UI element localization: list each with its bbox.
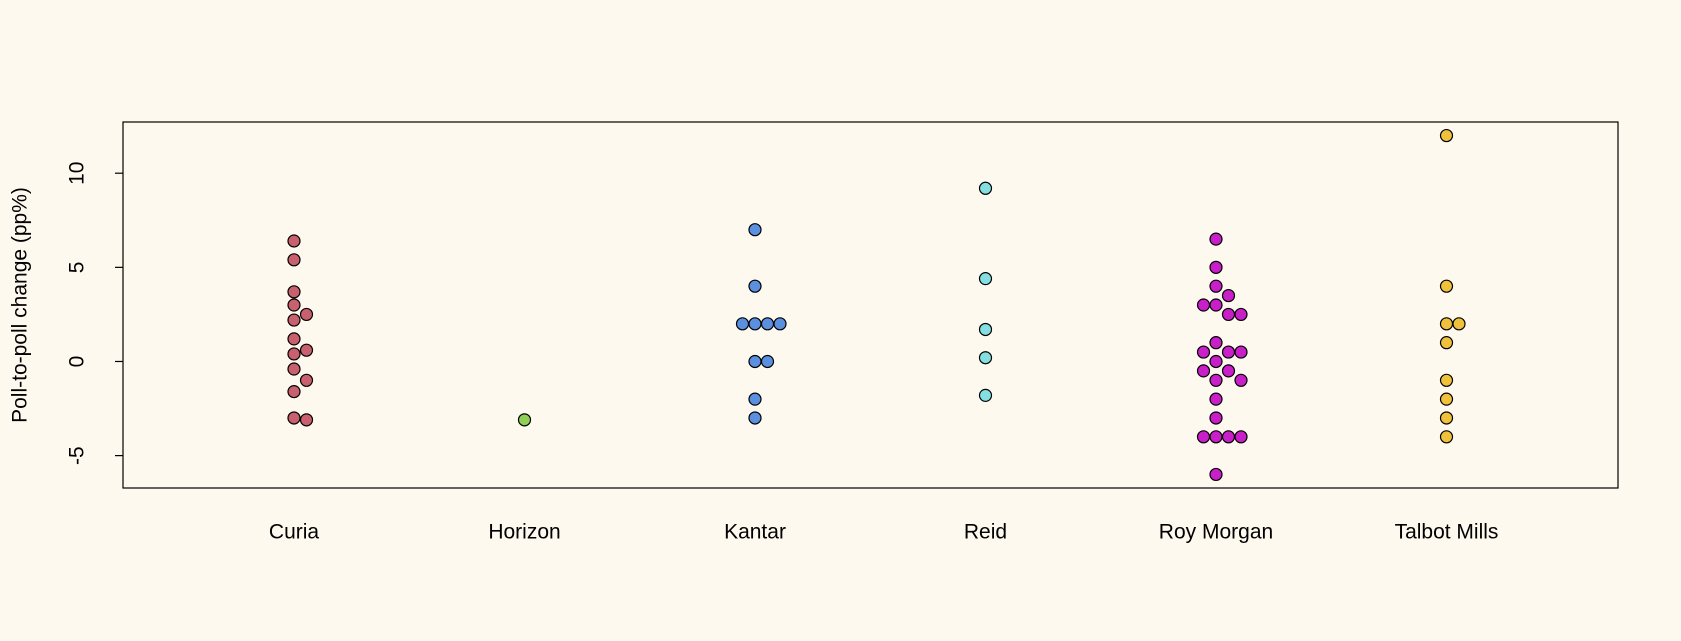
data-point (773, 317, 787, 331)
x-tick-label: Kantar (724, 521, 786, 544)
plot-frame (122, 121, 1619, 489)
data-point (1221, 288, 1236, 303)
data-point (978, 272, 993, 286)
data-point (748, 317, 762, 331)
data-point (978, 181, 993, 195)
data-point (978, 351, 993, 365)
data-point (1209, 411, 1223, 425)
data-point (517, 413, 532, 427)
data-point (1209, 373, 1223, 387)
data-point (1196, 298, 1211, 312)
data-point (1209, 232, 1223, 246)
data-point (287, 332, 301, 346)
data-point (1196, 364, 1211, 378)
data-point (1209, 354, 1223, 369)
data-point (287, 234, 301, 248)
x-tick-label: Talbot Mills (1395, 521, 1499, 544)
data-point (1196, 345, 1211, 359)
data-point (1439, 392, 1454, 406)
data-point (1221, 307, 1236, 322)
data-point (760, 354, 775, 369)
data-point (748, 223, 762, 237)
data-point (748, 354, 762, 369)
y-axis-label: Poll-to-poll change (pp%) (9, 187, 32, 423)
data-point (287, 285, 301, 299)
data-point (748, 392, 762, 406)
data-point (1452, 317, 1466, 331)
data-point (1221, 364, 1236, 378)
data-point (1209, 260, 1223, 274)
data-point (1439, 317, 1454, 331)
data-point (287, 347, 301, 361)
data-point (287, 253, 301, 267)
data-point (735, 317, 750, 331)
data-point (299, 343, 314, 357)
data-point (1234, 373, 1248, 387)
data-point (1209, 336, 1223, 350)
data-point (1234, 345, 1248, 359)
data-point (287, 385, 301, 399)
data-point (1234, 307, 1248, 322)
y-tick-label: 5 (66, 262, 89, 274)
data-point (978, 322, 993, 337)
data-point (1209, 392, 1223, 406)
data-point (287, 313, 301, 327)
data-point (1221, 345, 1236, 359)
y-tick-label: 0 (66, 356, 89, 368)
data-point (287, 298, 301, 312)
data-point (748, 411, 762, 425)
data-point (1209, 430, 1223, 444)
data-point (299, 307, 314, 322)
data-point (760, 317, 775, 331)
data-point (1209, 298, 1223, 312)
data-point (1439, 336, 1454, 350)
data-point (1439, 279, 1454, 293)
data-point (978, 388, 993, 402)
data-point (287, 411, 301, 425)
data-point (1439, 128, 1454, 143)
y-tick-label: -5 (66, 446, 89, 465)
y-tick-label: 10 (66, 162, 89, 185)
x-tick-label: Roy Morgan (1159, 521, 1273, 544)
data-point (1439, 430, 1454, 444)
data-point (1209, 467, 1223, 482)
x-tick-label: Curia (269, 521, 320, 544)
data-point (748, 279, 762, 293)
data-point (1234, 430, 1248, 444)
data-point (287, 362, 301, 376)
data-point (1196, 430, 1211, 444)
data-point (299, 373, 314, 387)
x-tick-label: Horizon (488, 521, 560, 544)
data-point (1221, 430, 1236, 444)
data-point (299, 413, 314, 427)
data-point (1439, 373, 1454, 387)
x-tick-label: Reid (964, 521, 1007, 544)
data-point (1209, 279, 1223, 293)
data-point (1439, 411, 1454, 425)
